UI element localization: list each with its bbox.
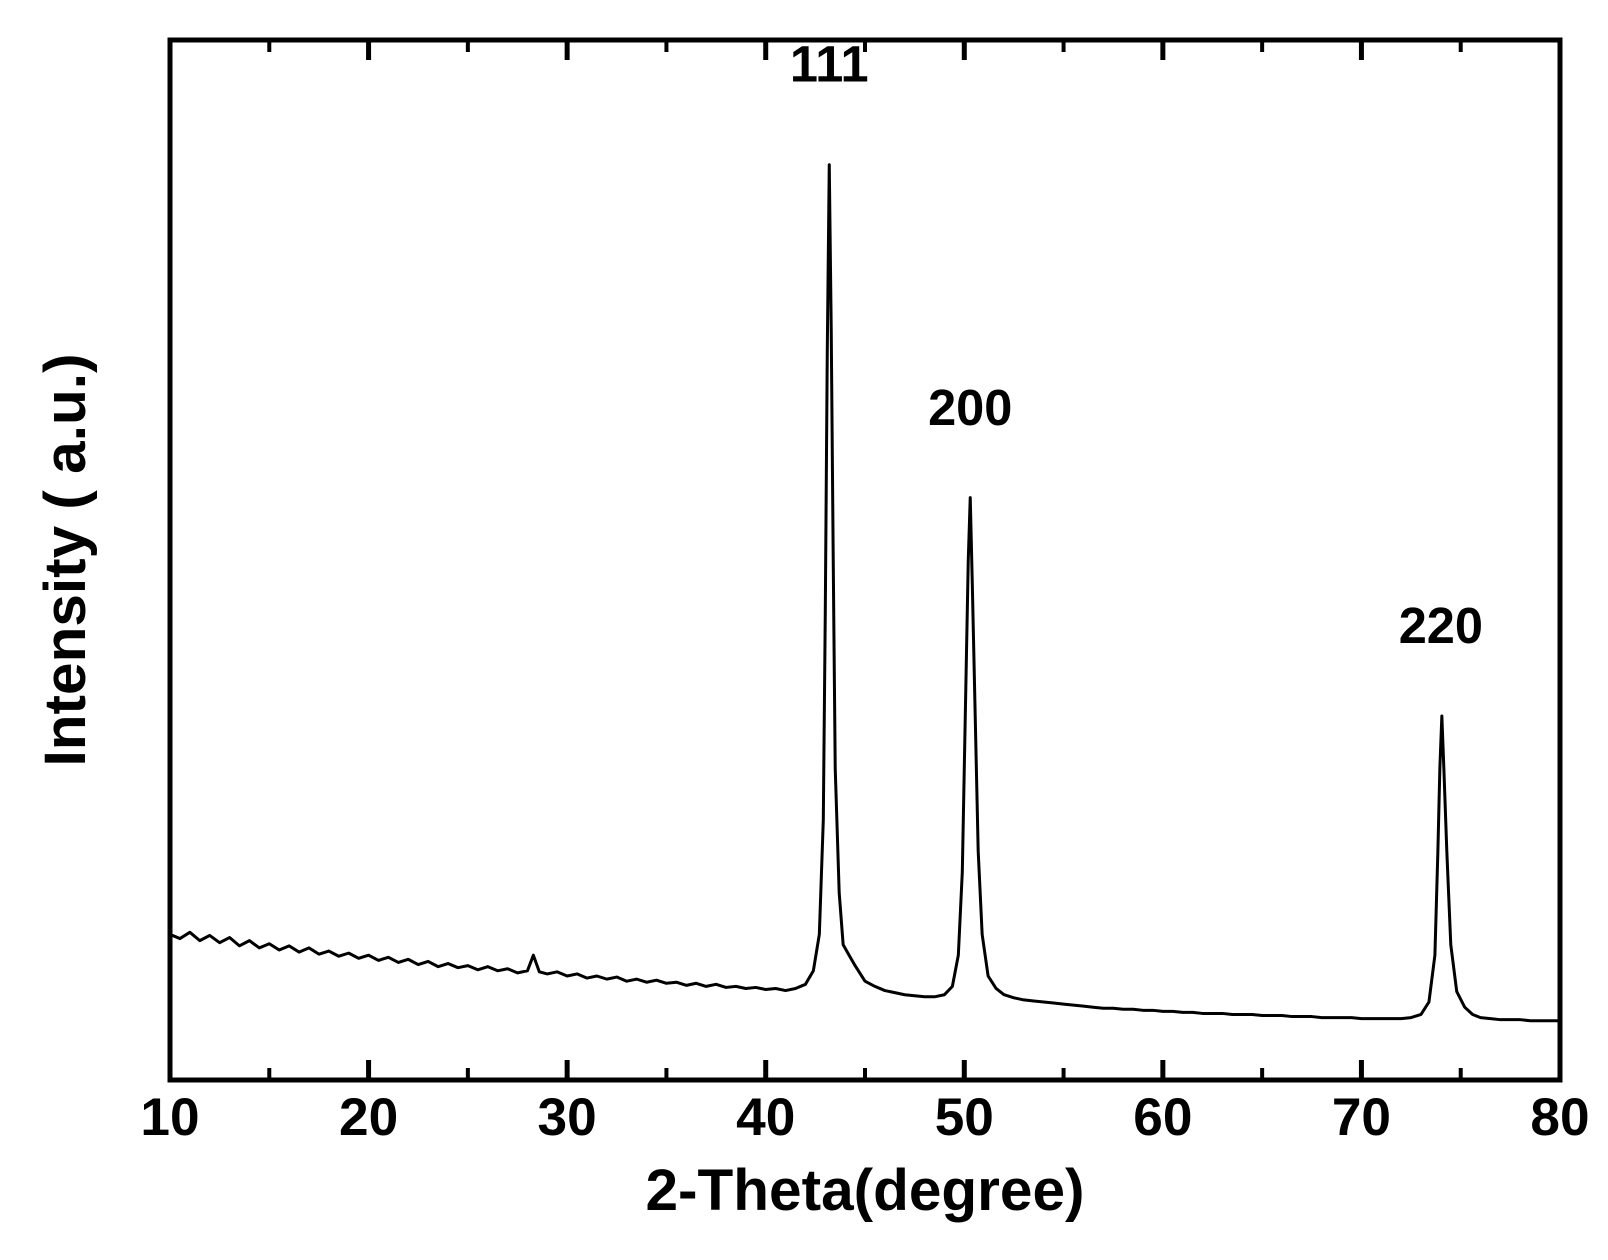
plot-frame: [170, 40, 1560, 1080]
peak-labels: 111 200 220: [790, 36, 1483, 655]
chart-svg: 10 20 30 40 50 60 70 80 111 200 220 2-Theta(degre…: [0, 0, 1608, 1260]
xrd-series-line: [170, 165, 1560, 1021]
x-tick-label: 50: [935, 1088, 994, 1147]
peak-label: 111: [790, 36, 869, 93]
peak-label: 200: [928, 379, 1012, 436]
x-ticks: [170, 40, 1560, 1080]
x-tick-label: 60: [1133, 1088, 1192, 1147]
x-tick-label: 10: [140, 1088, 199, 1147]
x-axis-label: 2-Theta(degree): [646, 1158, 1085, 1223]
x-tick-label: 40: [736, 1088, 795, 1147]
x-tick-label: 70: [1332, 1088, 1391, 1147]
peak-label: 220: [1399, 597, 1483, 654]
x-tick-label: 30: [538, 1088, 597, 1147]
y-axis-label: Intensity ( a.u.): [33, 354, 98, 767]
xrd-chart: 10 20 30 40 50 60 70 80 111 200 220 2-Theta(degre…: [0, 0, 1608, 1260]
x-tick-label: 20: [339, 1088, 398, 1147]
x-tick-labels: 10 20 30 40 50 60 70 80: [140, 1088, 1589, 1147]
x-tick-label: 80: [1530, 1088, 1589, 1147]
